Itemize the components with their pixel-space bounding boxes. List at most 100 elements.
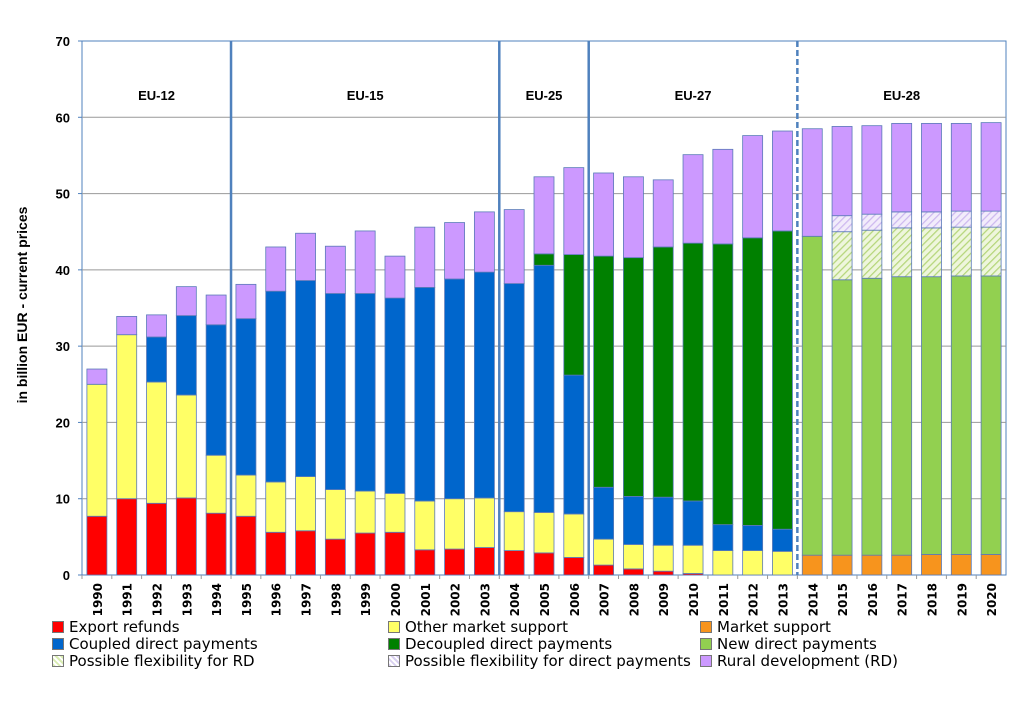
bar-segment [891, 211, 913, 229]
legend-label: Rural development (RD) [717, 652, 898, 670]
bar-segment [354, 230, 376, 294]
bar-segment [593, 255, 615, 488]
bar-segment [772, 550, 793, 576]
bar-segment [503, 550, 525, 576]
bar-segment [861, 213, 883, 231]
x-tick-label: 1998 [329, 583, 343, 616]
bar-segment [891, 276, 913, 556]
bar-segment [623, 568, 644, 576]
bar-segment [623, 496, 644, 545]
bar-segment [533, 552, 555, 576]
bar-segment [354, 532, 376, 576]
legend-item: New direct payments [700, 635, 877, 653]
legend-swatch [388, 655, 400, 667]
x-tick-label: 1992 [151, 583, 165, 616]
x-tick-label: 2008 [627, 583, 641, 616]
x-tick-label: 2014 [806, 583, 820, 616]
legend-label: Other market support [405, 618, 568, 636]
bar-segment [533, 264, 555, 513]
bar-segment [473, 211, 495, 273]
bar-segment [861, 554, 883, 576]
legend-item: Export refunds [52, 618, 180, 636]
x-tick-label: 2002 [449, 583, 463, 616]
bar-segment [324, 489, 346, 540]
bar-segment [712, 524, 734, 551]
bar-segment [444, 548, 465, 576]
bar-segment [801, 128, 823, 237]
bar-segment [831, 126, 853, 217]
bar-segment [86, 383, 108, 517]
bar-segment [146, 336, 167, 383]
x-tick-label: 2015 [836, 583, 850, 616]
legend-item: Coupled direct payments [52, 635, 258, 653]
bar-segment [384, 492, 406, 533]
bar-segment [354, 293, 376, 492]
bar-segment [324, 245, 346, 294]
legend-swatch [388, 638, 400, 650]
x-tick-label: 2013 [776, 583, 790, 616]
bar-segment [175, 497, 197, 576]
bar-segment [295, 280, 316, 477]
period-label: EU-27 [675, 88, 712, 103]
bar-segment [146, 314, 167, 338]
y-tick-label: 20 [56, 415, 70, 430]
bar-segment [116, 334, 138, 500]
x-tick-label: 2005 [538, 583, 552, 616]
bar-segment [980, 554, 1002, 576]
bar-segment [831, 215, 853, 233]
legend-label: Decoupled direct payments [405, 635, 613, 653]
bar-segment [652, 570, 674, 576]
bar-segment [414, 549, 436, 576]
bar-segment [623, 176, 644, 259]
bar-segment [146, 381, 167, 504]
bar-segment [682, 242, 704, 502]
bar-segment [384, 255, 406, 299]
bar-segment [950, 122, 972, 212]
x-tick-label: 1996 [270, 583, 284, 616]
bar-segment [980, 210, 1002, 228]
bar-segment [950, 210, 972, 228]
bar-segment [772, 130, 793, 232]
bar-segment [861, 125, 883, 215]
bar-segment [146, 502, 167, 576]
legend-label: Possible flexibility for RD [69, 652, 255, 670]
legend-item: Rural development (RD) [700, 652, 898, 670]
bar-segment [563, 254, 585, 376]
bar-segment [175, 394, 197, 499]
period-label: EU-12 [138, 88, 175, 103]
legend-label: New direct payments [717, 635, 877, 653]
bar-segment [742, 550, 764, 576]
bar-segment [116, 498, 138, 576]
bar-segment [444, 278, 465, 500]
x-tick-label: 2007 [598, 583, 612, 616]
bar-segment [503, 209, 525, 284]
legend-swatch [52, 638, 64, 650]
bar-segment [861, 229, 883, 279]
x-tick-label: 2010 [687, 583, 701, 616]
bar-segment [891, 554, 913, 576]
bar-segment [950, 554, 972, 576]
bar-segment [444, 498, 465, 550]
bar-segment [801, 235, 823, 556]
y-tick-label: 10 [56, 492, 70, 507]
legend-swatch [700, 655, 712, 667]
bar-segment [652, 496, 674, 546]
bar-segment [444, 222, 465, 280]
period-label: EU-15 [347, 88, 384, 103]
x-tick-label: 1999 [359, 583, 373, 616]
bar-segment [861, 277, 883, 556]
x-tick-label: 1990 [91, 583, 105, 616]
bar-segment [175, 315, 197, 396]
bar-segment [533, 253, 555, 266]
bar-segment [414, 226, 436, 288]
x-tick-label: 2012 [747, 583, 761, 616]
legend-label: Export refunds [69, 618, 180, 636]
bar-segment [980, 275, 1002, 555]
y-tick-label: 60 [56, 110, 70, 125]
bar-segment [742, 525, 764, 551]
legend-swatch [52, 621, 64, 633]
bar-segment [682, 154, 704, 244]
x-tick-label: 2019 [955, 583, 969, 616]
bar-segment [652, 544, 674, 572]
legend-item: Market support [700, 618, 831, 636]
